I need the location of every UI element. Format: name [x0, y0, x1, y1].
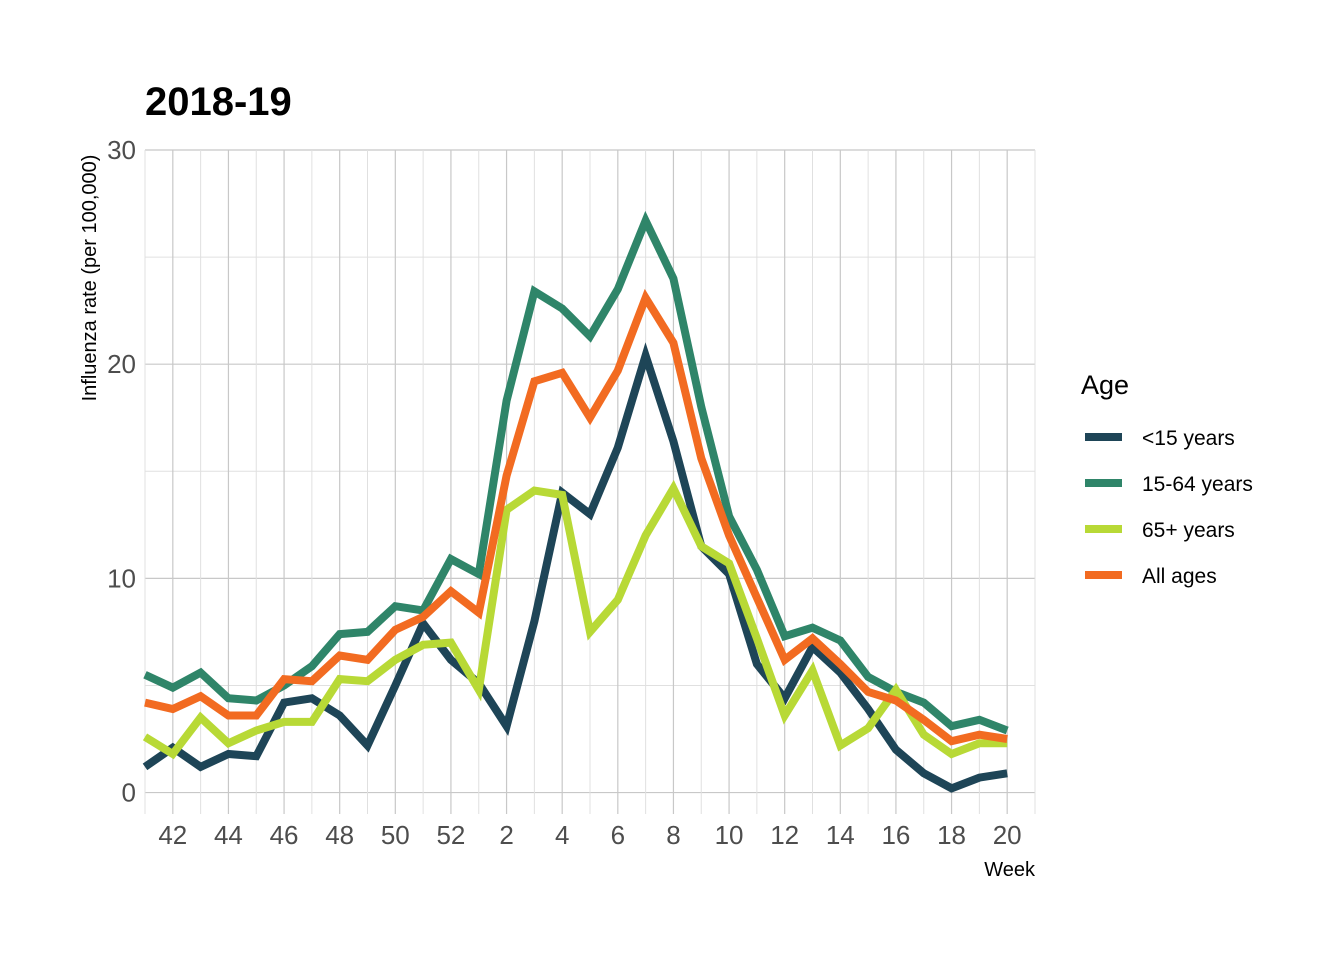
legend-label: 65+ years: [1142, 519, 1235, 542]
y-tick-label: 0: [122, 778, 136, 808]
legend-label: 15-64 years: [1142, 473, 1253, 496]
series-line-3: [144, 288, 1008, 746]
chart-title: 2018-19: [145, 80, 292, 124]
x-axis-label: Week: [984, 859, 1036, 881]
x-tick-label: 52: [436, 820, 465, 850]
x-tick-label: 42: [158, 820, 187, 850]
x-tick-label: 50: [381, 820, 410, 850]
x-tick-label: 8: [666, 820, 680, 850]
x-tick-label: 18: [937, 820, 966, 850]
legend-label: All ages: [1142, 565, 1217, 588]
series-line-2: [142, 479, 1008, 760]
x-tick-label: 12: [770, 820, 799, 850]
x-tick-label: 14: [826, 820, 855, 850]
legend-items: <15 years 15-64 years 65+ years All ages: [1085, 427, 1253, 588]
x-tick-label: 16: [881, 820, 910, 850]
y-tick-label: 20: [107, 349, 136, 379]
y-axis-ticks: 0 10 20 30: [107, 135, 136, 808]
x-tick-label: 46: [270, 820, 299, 850]
legend-label: <15 years: [1142, 427, 1235, 450]
y-axis-label: Influenza rate (per 100,000): [79, 155, 101, 402]
plot-grid: [144, 149, 1036, 814]
x-tick-label: 2: [499, 820, 513, 850]
x-tick-label: 10: [715, 820, 744, 850]
x-tick-label: 44: [214, 820, 243, 850]
series-lines: [142, 210, 1009, 793]
series-line-0: [142, 342, 1008, 793]
x-tick-label: 4: [555, 820, 569, 850]
x-tick-label: 20: [993, 820, 1022, 850]
x-axis-ticks: 42 44 46 48 50 52 2 4 6 8 10 12 14 16 18 20: [158, 820, 1021, 850]
x-tick-label: 48: [325, 820, 354, 850]
x-tick-label: 6: [611, 820, 625, 850]
legend-title: Age: [1081, 370, 1129, 400]
legend: Age <15 years 15-64 years 65+ years All age…: [1081, 370, 1253, 588]
series-line-1: [143, 210, 1009, 735]
y-tick-label: 30: [107, 135, 136, 165]
y-tick-label: 10: [107, 563, 136, 593]
